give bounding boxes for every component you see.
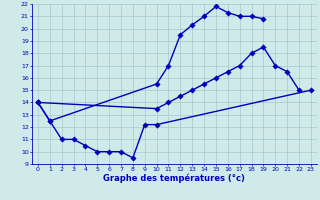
- X-axis label: Graphe des températures (°c): Graphe des températures (°c): [103, 174, 245, 183]
